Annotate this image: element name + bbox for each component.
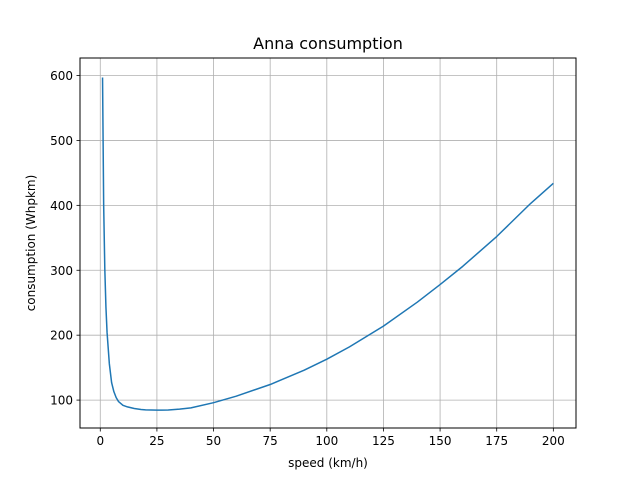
y-tick-label: 100 [50,394,73,408]
x-tick-label: 50 [206,434,221,448]
consumption-line [101,77,554,411]
y-tick-label: 600 [50,69,73,83]
x-tick-label: 75 [263,434,278,448]
x-axis-ticks: 0 25 50 75 100 125 150 175 200 [96,428,565,448]
x-tick-label: 175 [485,434,508,448]
x-tick-label: 125 [372,434,395,448]
x-tick-label: 200 [542,434,565,448]
y-tick-label: 300 [50,264,73,278]
y-tick-label: 200 [50,329,73,343]
x-tick-label: 100 [315,434,338,448]
y-axis-ticks: 100 200 300 400 500 600 [50,69,80,408]
x-tick-label: 25 [149,434,164,448]
grid [80,58,576,428]
x-tick-label: 150 [429,434,452,448]
y-axis-label: consumption (Whpkm) [24,175,38,312]
y-tick-label: 500 [50,134,73,148]
series-layer [101,77,554,411]
plot-frame [79,57,577,429]
y-tick-label: 400 [50,199,73,213]
x-tick-label: 0 [96,434,104,448]
chart-title: Anna consumption [253,34,403,53]
x-axis-label: speed (km/h) [288,456,368,470]
